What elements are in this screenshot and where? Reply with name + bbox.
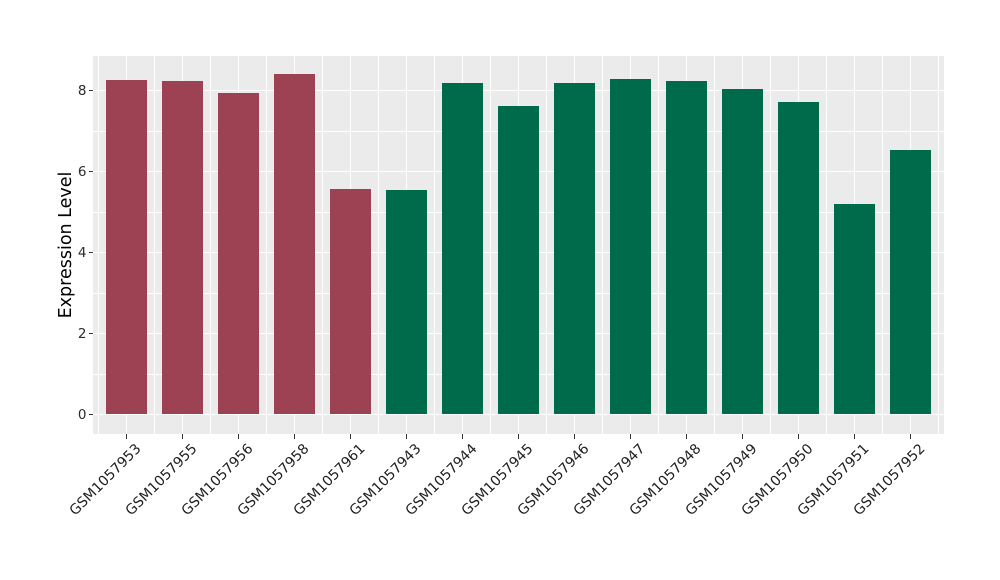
bar-GSM1057952 xyxy=(890,150,931,415)
x-minor-gridline xyxy=(209,56,211,434)
bar-GSM1057948 xyxy=(666,80,707,415)
x-minor-gridline xyxy=(713,56,715,434)
bar-GSM1057944 xyxy=(442,82,483,415)
plot-panel xyxy=(93,56,944,434)
x-minor-gridline xyxy=(321,56,323,434)
x-tick-mark xyxy=(125,434,128,439)
bar-GSM1057943 xyxy=(386,190,427,415)
x-minor-gridline xyxy=(265,56,267,434)
x-tick-mark xyxy=(629,434,632,439)
x-tick-mark xyxy=(853,434,856,439)
x-minor-gridline xyxy=(489,56,491,434)
x-tick-mark xyxy=(517,434,520,439)
x-minor-gridline xyxy=(825,56,827,434)
bar-GSM1057946 xyxy=(554,83,595,415)
bar-GSM1057949 xyxy=(722,88,763,415)
y-tick-mark xyxy=(88,413,93,416)
bar-GSM1057953 xyxy=(106,79,147,415)
x-tick-mark xyxy=(293,434,296,439)
bar-GSM1057947 xyxy=(610,78,651,415)
x-tick-mark xyxy=(405,434,408,439)
bar-GSM1057955 xyxy=(162,80,203,415)
x-tick-mark xyxy=(573,434,576,439)
y-tick-mark xyxy=(88,170,93,173)
bar-GSM1057961 xyxy=(330,189,371,415)
x-tick-mark xyxy=(797,434,800,439)
bar-GSM1057956 xyxy=(218,92,259,415)
y-tick-label: 2 xyxy=(77,325,87,342)
y-tick-mark xyxy=(88,251,93,254)
x-minor-gridline xyxy=(377,56,379,434)
x-tick-mark xyxy=(685,434,688,439)
x-minor-gridline xyxy=(881,56,883,434)
x-minor-gridline xyxy=(601,56,603,434)
x-minor-gridline xyxy=(657,56,659,434)
y-tick-mark xyxy=(88,89,93,92)
y-tick-mark xyxy=(88,332,93,335)
x-minor-gridline xyxy=(97,56,99,434)
x-minor-gridline xyxy=(545,56,547,434)
bar-GSM1057950 xyxy=(778,102,819,415)
x-tick-mark xyxy=(181,434,184,439)
bar-GSM1057951 xyxy=(834,204,875,415)
bar-GSM1057945 xyxy=(498,105,539,415)
y-tick-label: 0 xyxy=(77,406,87,423)
y-tick-label: 6 xyxy=(77,163,87,180)
x-minor-gridline xyxy=(937,56,939,434)
x-tick-mark xyxy=(237,434,240,439)
y-tick-label: 8 xyxy=(77,82,87,99)
x-tick-mark xyxy=(909,434,912,439)
x-minor-gridline xyxy=(769,56,771,434)
x-minor-gridline xyxy=(153,56,155,434)
x-tick-mark xyxy=(741,434,744,439)
y-tick-label: 4 xyxy=(77,244,87,261)
x-tick-mark xyxy=(461,434,464,439)
x-minor-gridline xyxy=(433,56,435,434)
bar-GSM1057958 xyxy=(274,73,315,415)
x-tick-mark xyxy=(349,434,352,439)
